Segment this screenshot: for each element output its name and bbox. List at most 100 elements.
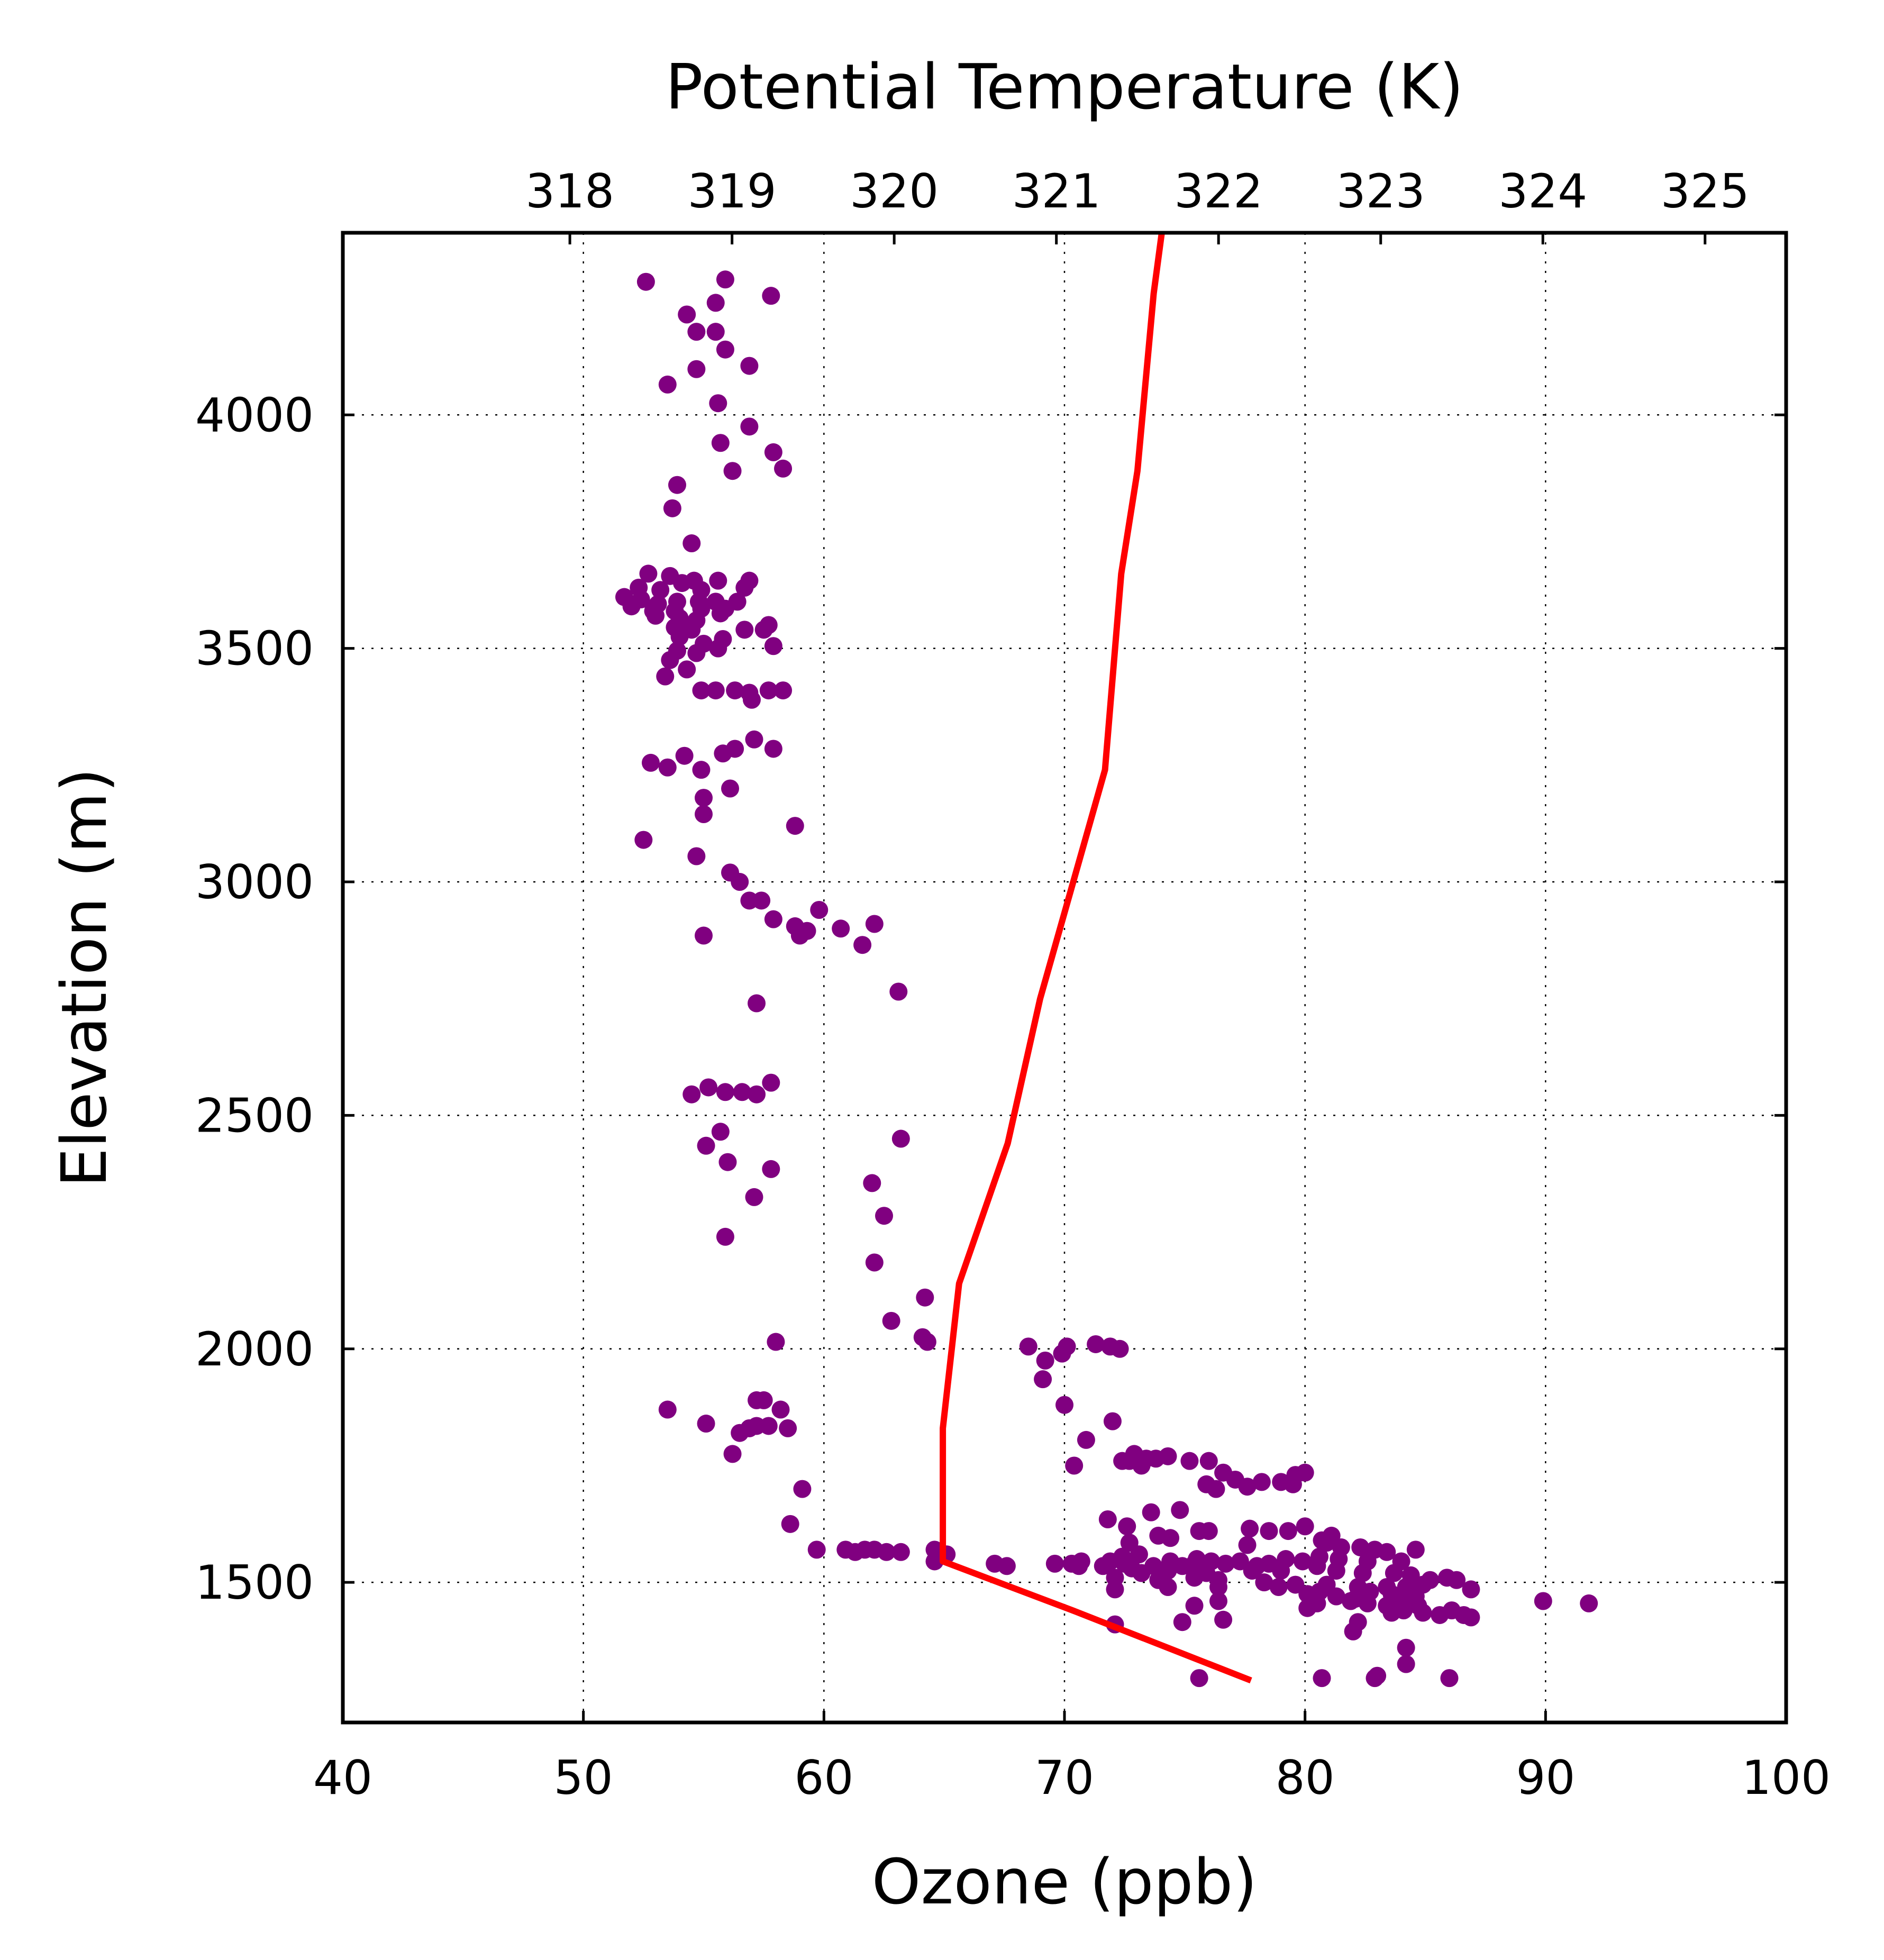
ozone-point bbox=[718, 1153, 737, 1171]
ozone-point bbox=[853, 936, 872, 954]
ozone-point bbox=[682, 1085, 701, 1104]
ozone-point bbox=[1077, 1430, 1095, 1449]
ozone-point bbox=[1382, 1603, 1401, 1622]
y-tick-label: 2000 bbox=[195, 1322, 314, 1376]
x2-tick-label: 323 bbox=[1336, 164, 1425, 218]
ozone-point bbox=[1209, 1592, 1227, 1610]
ozone-point bbox=[918, 1333, 936, 1351]
ozone-point bbox=[1106, 1580, 1124, 1599]
ozone-point bbox=[754, 1391, 773, 1409]
ozone-point bbox=[699, 1078, 718, 1097]
ozone-point bbox=[767, 1333, 785, 1351]
ozone-point bbox=[762, 287, 780, 305]
ozone-point bbox=[1111, 1339, 1129, 1358]
ozone-point bbox=[774, 459, 793, 478]
ozone-point bbox=[1045, 1554, 1064, 1573]
ozone-point bbox=[726, 681, 744, 700]
ozone-point bbox=[774, 681, 793, 700]
ozone-point bbox=[709, 571, 727, 590]
ozone-point bbox=[781, 1515, 799, 1533]
x-axis-title: Ozone (ppb) bbox=[872, 1845, 1258, 1918]
ozone-point bbox=[1241, 1519, 1259, 1538]
ozone-point bbox=[1344, 1622, 1362, 1640]
ozone-point bbox=[1132, 1564, 1151, 1582]
ozone-point bbox=[759, 681, 778, 700]
x-tick-label: 60 bbox=[794, 1751, 853, 1805]
ozone-point bbox=[1053, 1344, 1071, 1363]
ozone-point bbox=[622, 597, 641, 616]
y-axis-title: Elevation (m) bbox=[48, 768, 121, 1188]
ozone-point bbox=[658, 375, 677, 394]
x2-tick-label: 319 bbox=[688, 164, 777, 218]
ozone-point bbox=[706, 681, 725, 700]
ozone-point bbox=[740, 1419, 759, 1437]
ozone-point bbox=[771, 1400, 790, 1419]
ozone-point bbox=[1284, 1475, 1302, 1493]
ozone-point bbox=[735, 621, 754, 639]
ozone-point bbox=[1065, 1456, 1084, 1475]
ozone-point bbox=[877, 1543, 896, 1561]
ozone-point bbox=[875, 1207, 893, 1225]
ozone-point bbox=[1159, 1578, 1177, 1596]
y-tick-label: 3500 bbox=[195, 622, 314, 676]
ozone-point bbox=[695, 805, 713, 824]
x-tick-label: 80 bbox=[1276, 1751, 1335, 1805]
ozone-point bbox=[1180, 1452, 1199, 1470]
x2-tick-label: 320 bbox=[850, 164, 939, 218]
y-tick-label: 3000 bbox=[195, 855, 314, 909]
ozone-point bbox=[692, 761, 711, 779]
ozone-point bbox=[1308, 1557, 1326, 1575]
ozone-point bbox=[865, 1253, 884, 1272]
ozone-point bbox=[1397, 1655, 1415, 1673]
tick-marks bbox=[341, 233, 1788, 1722]
ozone-point bbox=[709, 394, 727, 413]
ozone-point bbox=[1327, 1562, 1345, 1580]
ozone-point bbox=[1272, 1562, 1290, 1580]
ozone-point bbox=[1462, 1608, 1480, 1627]
ozone-point bbox=[1313, 1669, 1331, 1688]
ozone-point bbox=[1055, 1396, 1073, 1414]
ozone-point bbox=[711, 1123, 730, 1141]
ozone-point bbox=[658, 758, 677, 777]
ozone-point bbox=[716, 1227, 734, 1246]
ozone-point bbox=[709, 639, 727, 658]
ozone-point bbox=[1353, 1564, 1372, 1582]
ozone-point bbox=[764, 443, 782, 461]
ozone-point bbox=[1385, 1564, 1403, 1582]
ozone-point bbox=[687, 360, 706, 378]
ozone-point bbox=[1279, 1522, 1297, 1540]
ozone-point bbox=[752, 891, 771, 910]
ozone-point bbox=[745, 730, 763, 749]
ozone-point bbox=[714, 744, 732, 763]
ozone-point bbox=[1216, 1554, 1235, 1573]
ozone-point bbox=[748, 1085, 766, 1104]
ozone-point bbox=[1534, 1592, 1552, 1610]
ozone-point bbox=[675, 746, 694, 765]
ozone-point bbox=[1199, 1452, 1218, 1470]
x2-tick-label: 318 bbox=[525, 164, 614, 218]
ozone-point bbox=[1034, 1370, 1052, 1389]
ozone-point bbox=[1103, 1412, 1122, 1430]
ozone-point bbox=[1120, 1452, 1139, 1470]
y-tick-label: 2500 bbox=[195, 1088, 314, 1143]
x2-axis-title: Potential Temperature (K) bbox=[666, 50, 1464, 123]
ozone-point bbox=[1130, 1545, 1148, 1564]
ozone-point bbox=[663, 499, 681, 517]
ozone-point bbox=[1185, 1569, 1204, 1587]
ozone-point bbox=[986, 1554, 1004, 1573]
ozone-point bbox=[793, 1480, 812, 1498]
ozone-point bbox=[762, 1160, 780, 1178]
ozone-point bbox=[1087, 1335, 1105, 1353]
ozone-point bbox=[863, 1174, 881, 1192]
ozone-point bbox=[889, 982, 908, 1001]
ozone-point bbox=[735, 578, 754, 597]
ozone-point bbox=[1197, 1475, 1216, 1493]
ozone-point bbox=[1414, 1603, 1432, 1622]
ozone-point bbox=[1431, 1606, 1449, 1624]
ozone-point bbox=[687, 847, 706, 865]
ozone-point bbox=[1298, 1599, 1317, 1617]
ozone-point bbox=[891, 1543, 910, 1561]
ozone-point bbox=[1161, 1529, 1180, 1547]
ozone-point bbox=[1351, 1538, 1370, 1556]
